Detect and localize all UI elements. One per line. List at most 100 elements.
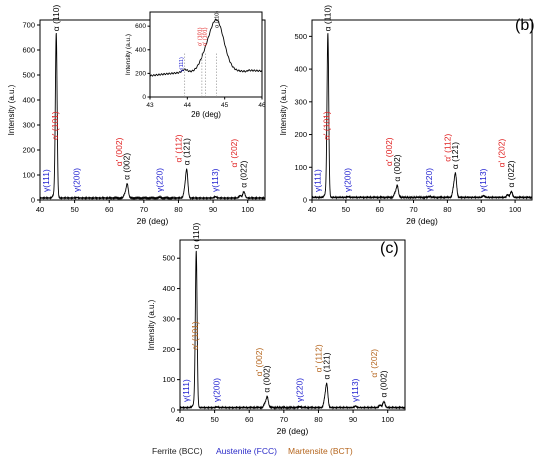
peak-label-martensite: α' (101) — [190, 321, 200, 350]
peak-label-austenite: γ(220) — [295, 378, 305, 402]
peak-label-ferrite: α (002) — [262, 365, 272, 392]
x-tick-label: 90 — [477, 205, 485, 214]
y-tick-label: 200 — [294, 130, 307, 139]
y-tick-label: 0 — [31, 196, 35, 205]
y-tick-label: 200 — [22, 146, 35, 155]
inset-spectrum-line — [149, 18, 263, 77]
peak-label-ferrite: α (110) — [51, 5, 61, 32]
xrd-spectrum-line — [311, 33, 533, 200]
legend-item-ferrite: Ferrite (BCC) — [152, 446, 203, 456]
y-tick-label: 200 — [162, 345, 175, 354]
x-tick-label: 90 — [349, 415, 357, 424]
inset-x-tick-label: 44 — [184, 102, 192, 109]
panel-a: 40 50 60 70 80 90 100 0 100 200 300 400 500 600 700 2θ … — [7, 5, 266, 226]
y-tick-label: 700 — [22, 21, 35, 30]
y-tick-label: 500 — [294, 32, 307, 41]
inset-plot: 43 44 45 46 0 200 400 600 2θ (deg) Intensity (a.u… — [125, 11, 266, 119]
inset-y-tick-label: 600 — [135, 23, 146, 30]
x-tick-label: 100 — [509, 205, 522, 214]
peak-label-austenite: γ(220) — [155, 168, 165, 192]
peak-label-martensite: α' (202) — [497, 138, 507, 167]
peak-label-ferrite: α (022) — [506, 160, 516, 187]
peak-label-martensite: α' (101) — [322, 111, 332, 140]
panel-b: 40 50 60 70 80 90 100 0 100 200 300 400 500 2θ (deg) I… — [279, 5, 535, 226]
x-tick-label: 60 — [245, 415, 253, 424]
peak-label-martensite: α' (112) — [174, 134, 184, 162]
inset-x-tick-label: 43 — [146, 102, 154, 109]
x-tick-label: 80 — [443, 205, 451, 214]
y-tick-label: 400 — [162, 284, 175, 293]
peak-label-martensite: α' (112) — [314, 344, 324, 372]
peak-label-ferrite: α (121) — [321, 352, 331, 379]
x-axis-title: 2θ (deg) — [137, 216, 169, 226]
legend: Ferrite (BCC) Austenite (FCC) Martensite (… — [152, 446, 353, 456]
peak-label-austenite: γ(113) — [210, 168, 220, 192]
y-axis-title: Intensity (a.u.) — [7, 84, 16, 135]
plot-frame — [179, 239, 406, 411]
inset-x-tick-label: 45 — [221, 102, 229, 109]
y-tick-label: 0 — [303, 196, 307, 205]
peak-label-austenite: γ(200) — [72, 168, 82, 192]
peak-label-ferrite: α (121) — [450, 142, 460, 169]
peak-label-martensite: α' (002) — [384, 137, 394, 166]
inset-peak-label-martensite: α' (101) — [198, 27, 204, 46]
inset-peak-label-martensite: α' (101) — [203, 27, 209, 46]
peak-label-ferrite: α (002) — [392, 154, 402, 181]
inset-y-tick-label: 0 — [142, 94, 146, 101]
peak-label-ferrite: α (002) — [378, 370, 388, 397]
x-tick-label: 60 — [376, 205, 384, 214]
inset-y-tick-label: 200 — [135, 70, 146, 77]
peak-label-austenite: γ(113) — [478, 168, 488, 192]
y-tick-label: 300 — [162, 314, 175, 323]
peak-label-austenite: γ(220) — [424, 168, 434, 192]
legend-item-austenite: Austenite (FCC) — [216, 446, 277, 456]
inset-y-axis-title: Intensity (a.u.) — [125, 34, 132, 75]
xrd-spectrum-line — [179, 250, 406, 410]
peak-label-martensite: α' (101) — [50, 111, 60, 140]
x-tick-label: 80 — [314, 415, 322, 424]
inset-x-tick-label: 46 — [258, 102, 266, 109]
inset-peak-label-austenite: γ(111) — [179, 57, 185, 72]
y-tick-label: 600 — [22, 46, 35, 55]
x-tick-label: 100 — [381, 415, 394, 424]
y-tick-label: 500 — [162, 254, 175, 263]
inset-x-axis-title: 2θ (deg) — [191, 110, 221, 119]
peak-label-austenite: γ(200) — [343, 168, 353, 192]
peak-label-ferrite: α (022) — [238, 160, 248, 187]
panel-letter: (c) — [380, 240, 399, 257]
y-tick-label: 100 — [294, 163, 307, 172]
y-tick-label: 300 — [22, 121, 35, 130]
panel-c: 40 50 60 70 80 90 100 0 100 200 300 400 500 2θ (deg) I… — [147, 223, 406, 436]
peak-label-ferrite: α (121) — [181, 138, 191, 165]
x-tick-label: 100 — [241, 205, 254, 214]
peak-label-martensite: α' (002) — [114, 137, 124, 166]
peak-label-ferrite: α (002) — [122, 153, 132, 180]
x-tick-label: 70 — [280, 415, 288, 424]
peak-label-martensite: α' (202) — [229, 139, 239, 168]
inset-peak-label-ferrite: α (110) — [215, 11, 221, 28]
y-tick-label: 0 — [171, 406, 175, 415]
y-tick-label: 400 — [294, 65, 307, 74]
peak-label-martensite: α' (202) — [369, 349, 379, 378]
peak-label-martensite: α' (112) — [443, 134, 453, 162]
legend-item-martensite: Martensite (BCT) — [288, 446, 353, 456]
panel-letter: (b) — [515, 17, 535, 34]
x-tick-label: 50 — [342, 205, 350, 214]
x-tick-label: 90 — [209, 205, 217, 214]
x-tick-label: 40 — [176, 415, 184, 424]
peak-label-austenite: γ(200) — [212, 378, 222, 402]
y-tick-label: 500 — [22, 71, 35, 80]
x-tick-label: 80 — [174, 205, 182, 214]
plot-frame — [311, 19, 533, 201]
y-tick-label: 100 — [22, 171, 35, 180]
x-tick-label: 40 — [36, 205, 44, 214]
peak-label-austenite: γ(113) — [350, 378, 360, 402]
x-axis-title: 2θ (deg) — [406, 216, 438, 226]
y-axis-title: Intensity (a.u.) — [147, 299, 156, 350]
peak-label-austenite: γ(111) — [313, 169, 323, 192]
peak-label-ferrite: α (110) — [191, 223, 201, 250]
peak-label-austenite: γ(111) — [41, 169, 51, 192]
y-tick-label: 100 — [162, 375, 175, 384]
peak-label-ferrite: α (110) — [322, 5, 332, 32]
inset-y-tick-label: 400 — [135, 47, 146, 54]
